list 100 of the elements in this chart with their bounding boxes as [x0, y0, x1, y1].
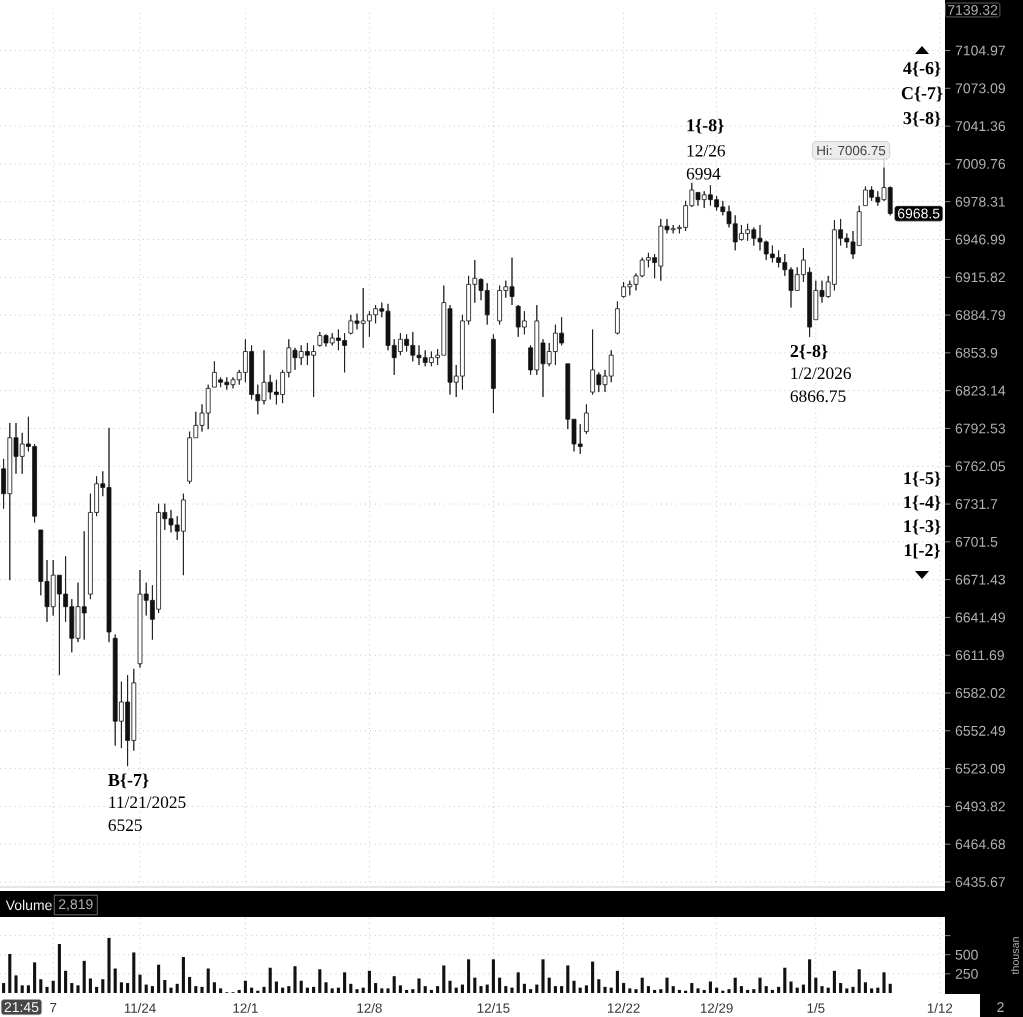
bar [2, 983, 6, 993]
annotation: 11/21/2025 [109, 796, 186, 809]
y-tick-label: 6792.53 [955, 423, 1006, 434]
bar [95, 986, 99, 993]
bar [572, 980, 576, 993]
y-tick-label: 6946.99 [955, 234, 1005, 245]
x-tick-label: 7 [50, 1003, 57, 1013]
y-tick-label: 6884.79 [955, 310, 1005, 321]
bar [181, 957, 185, 993]
bar [349, 983, 353, 993]
y-tick-label: 6582.02 [955, 688, 1005, 698]
bar [33, 962, 37, 993]
y-tick-label: 7104.97 [955, 45, 1005, 56]
chart-title: Volume [5, 899, 52, 911]
annotation: 6994 [686, 167, 721, 180]
bar [113, 968, 117, 993]
bar [436, 986, 440, 993]
bar [584, 985, 588, 993]
bar [690, 983, 694, 993]
bar [628, 988, 632, 993]
bar [312, 986, 316, 993]
bar [529, 989, 533, 993]
bar [163, 979, 167, 993]
y-tick-label: 6823.14 [955, 385, 1006, 396]
bar [460, 984, 464, 993]
bar [560, 986, 564, 993]
annotation: 1{-8} [687, 118, 724, 134]
bar [14, 975, 18, 993]
y-tick-label: 7073.09 [955, 83, 1005, 94]
bar [355, 989, 359, 993]
bar [188, 976, 192, 993]
bar [429, 989, 433, 993]
y-tick-label: 6611.69 [955, 650, 1004, 661]
y-tick-label: 6731.7 [955, 499, 998, 510]
bar [708, 981, 712, 993]
candlestick [491, 333, 496, 414]
bar [299, 980, 303, 993]
bar [39, 979, 43, 993]
bar [330, 988, 334, 993]
bar [212, 982, 216, 993]
bar [746, 989, 750, 993]
bar [287, 986, 291, 993]
bar [417, 978, 421, 993]
y-tick-label: 6671.43 [955, 574, 1006, 585]
bar [659, 989, 663, 993]
annotation: 1/2/2026 [791, 367, 851, 380]
bar [64, 970, 68, 993]
bar [448, 980, 452, 993]
bar [733, 977, 737, 993]
bar [888, 983, 892, 993]
bar [646, 986, 650, 993]
bar [839, 983, 843, 993]
annotation: 6968.5 [897, 208, 940, 219]
y-tick-label: 6853.9 [955, 347, 998, 358]
x-tick-label: 1/5 [807, 1003, 825, 1013]
bar [615, 970, 619, 993]
bar [783, 967, 787, 993]
bar [138, 974, 142, 993]
x-tick-label: 1/12 [927, 1003, 953, 1013]
bar [479, 986, 483, 993]
bar [777, 986, 781, 993]
bar [405, 989, 409, 993]
bar [324, 982, 328, 993]
bar [640, 977, 644, 993]
bar [603, 986, 607, 993]
bar [696, 988, 700, 993]
bar [473, 977, 477, 993]
bar [547, 977, 551, 993]
bar [374, 983, 378, 993]
bar [411, 989, 415, 993]
bar [20, 985, 24, 993]
annotation: 1{-3} [904, 519, 941, 535]
bar [845, 988, 849, 993]
bar [491, 959, 495, 993]
x-tick-label: 12/22 [607, 1003, 640, 1013]
y-tick-label: 500 [955, 949, 978, 960]
bar [144, 984, 148, 993]
y-tick-label: 6435.67 [955, 877, 1005, 887]
bar [293, 966, 297, 993]
bar [671, 986, 675, 993]
bar [758, 977, 762, 993]
bar [194, 986, 198, 993]
bar [882, 972, 886, 993]
bar [8, 953, 12, 993]
bar [76, 985, 80, 993]
bar [82, 960, 86, 993]
y-tick-label: 7041.36 [955, 121, 1006, 132]
annotation: 6525 [108, 819, 142, 832]
bar [522, 983, 526, 993]
bar [392, 976, 396, 993]
bar [88, 978, 92, 993]
bar [727, 989, 731, 993]
bar [45, 986, 49, 993]
y-tick-label: 6641.49 [955, 612, 1005, 623]
y-tick-label: 6762.05 [955, 461, 1006, 472]
bar [26, 985, 30, 993]
bar [498, 977, 502, 993]
text: 21:45 [4, 1002, 39, 1013]
bar [51, 980, 55, 993]
bar [243, 980, 247, 993]
